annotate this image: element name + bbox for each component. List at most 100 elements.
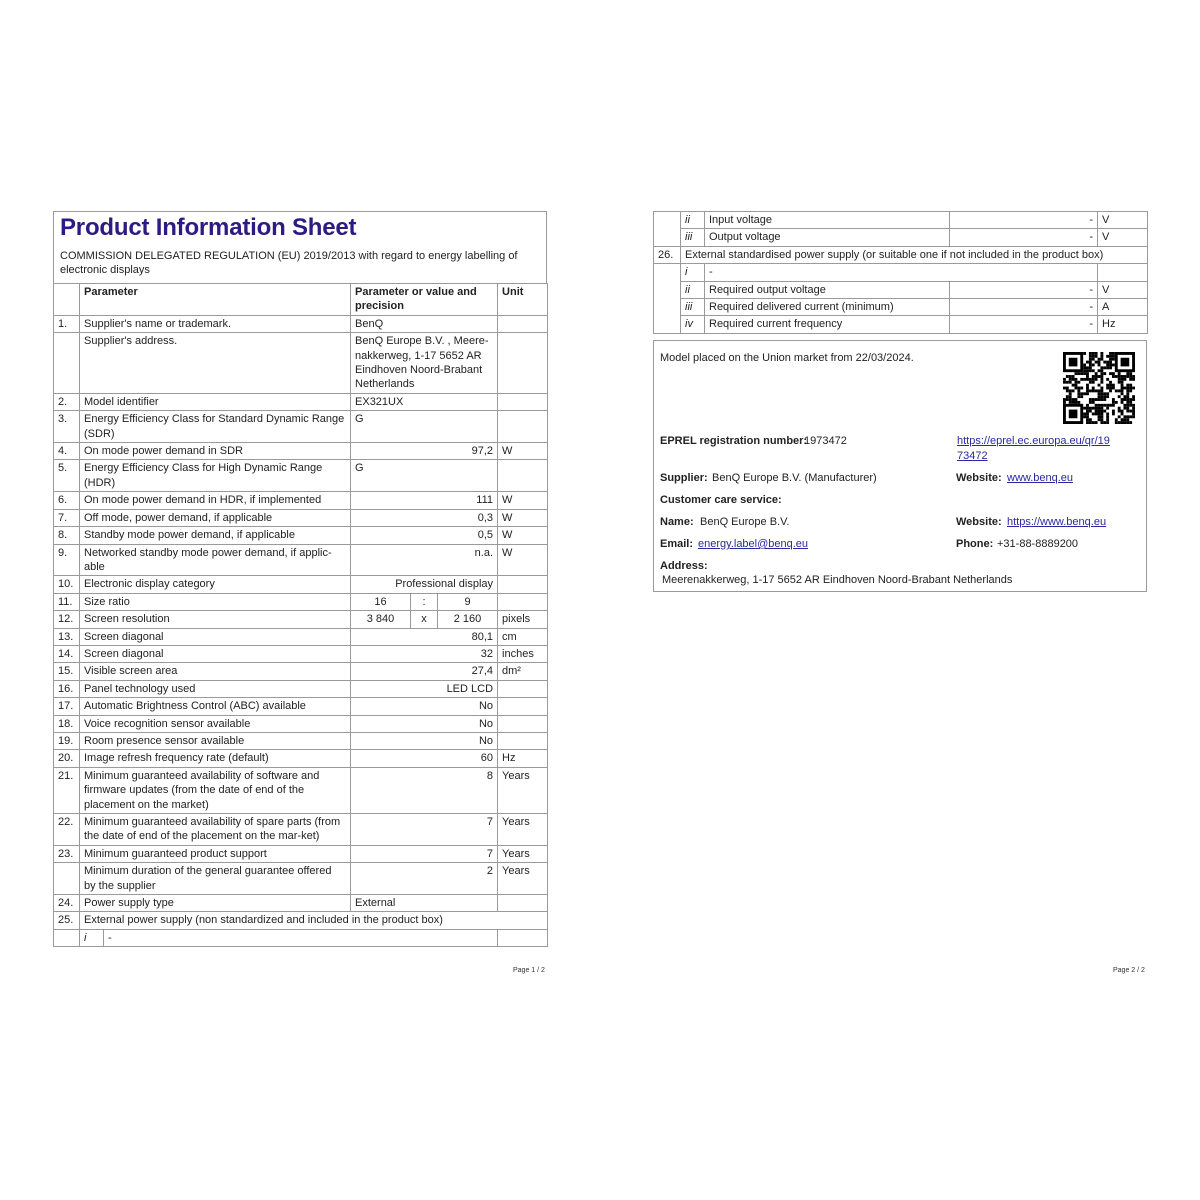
email-link[interactable]: energy.label@benq.eu xyxy=(698,538,809,550)
qr-module xyxy=(1103,421,1107,424)
row-value: 0,5 xyxy=(350,526,499,545)
qr-module xyxy=(1083,415,1087,419)
qr-module xyxy=(1071,398,1075,401)
qr-module xyxy=(1132,403,1135,407)
row-value: No xyxy=(350,697,499,716)
row-subindex: iii xyxy=(680,298,705,317)
qr-module xyxy=(1094,352,1098,355)
qr-module xyxy=(1083,412,1087,416)
qr-module xyxy=(1106,406,1110,410)
row-parameter: Output voltage xyxy=(704,228,950,247)
qr-module xyxy=(1120,386,1124,390)
qr-module xyxy=(1132,412,1135,416)
row-value: - xyxy=(704,263,1098,282)
qr-module xyxy=(1126,392,1130,396)
qr-module xyxy=(1086,412,1089,416)
row-value: 27,4 xyxy=(350,662,499,681)
row-number: 23. xyxy=(53,844,80,864)
row-section-title: External standardised power supply (or s… xyxy=(680,245,1148,265)
qr-module xyxy=(1106,383,1110,387)
qr-module xyxy=(1088,418,1092,422)
row-subindex: iv xyxy=(680,315,705,334)
qr-module xyxy=(1117,395,1121,399)
qr-module xyxy=(1117,372,1121,376)
row-number xyxy=(653,263,681,334)
qr-module xyxy=(1086,418,1089,422)
table-row: 2. Model identifier EX321UX xyxy=(53,392,549,412)
qr-module xyxy=(1086,383,1089,387)
qr-code-icon[interactable] xyxy=(1063,352,1135,424)
row-unit xyxy=(497,928,549,948)
table-row: 22. Minimum guaranteed availability of sp… xyxy=(53,813,549,846)
sheet-header: Product Information Sheet COMMISSION DEL… xyxy=(53,211,547,283)
row-unit: W xyxy=(497,543,549,577)
qr-module xyxy=(1132,386,1135,390)
qr-module xyxy=(1063,380,1066,384)
qr-module xyxy=(1129,400,1133,404)
qr-module xyxy=(1129,409,1133,413)
qr-module xyxy=(1100,372,1104,376)
row-value: BenQ Europe B.V. , Meere-nakkerweg, 1-17… xyxy=(350,332,499,394)
qr-module xyxy=(1120,421,1124,424)
cc-website-link[interactable]: https://www.benq.eu xyxy=(1007,516,1107,528)
qr-module xyxy=(1106,386,1110,390)
website-link[interactable]: www.benq.eu xyxy=(1007,472,1074,484)
qr-module xyxy=(1071,375,1075,378)
row-value: n.a. xyxy=(350,543,499,577)
row-value: - xyxy=(102,928,499,948)
qr-module xyxy=(1106,412,1110,416)
qr-module xyxy=(1065,386,1069,390)
table-row: 19. Room presence sensor available No xyxy=(53,731,549,751)
qr-module xyxy=(1132,398,1135,401)
row-number: 3. xyxy=(53,410,80,444)
qr-module xyxy=(1086,369,1089,373)
row-value-part: 2 160 xyxy=(437,610,499,629)
table-row: 14. Screen diagonal 32 inches xyxy=(53,644,549,664)
qr-module xyxy=(1100,386,1104,390)
row-number: 21. xyxy=(53,766,80,815)
row-number: 19. xyxy=(53,731,80,751)
row-number: 8. xyxy=(53,526,80,545)
table-row: 9. Networked standby mode power demand, i… xyxy=(53,543,549,577)
qr-module xyxy=(1109,372,1112,376)
qr-module xyxy=(1100,403,1104,407)
eprel-link-continued[interactable]: 73472 xyxy=(957,450,988,462)
row-number: 9. xyxy=(53,543,80,577)
qr-module xyxy=(1129,377,1133,381)
qr-module xyxy=(1126,372,1130,376)
table-row: 26. External standardised power supply (o… xyxy=(653,245,1148,265)
qr-module xyxy=(1065,389,1069,393)
qr-module xyxy=(1129,403,1133,407)
qr-module xyxy=(1109,383,1112,387)
qr-module xyxy=(1086,360,1089,364)
qr-module xyxy=(1129,389,1133,393)
row-number xyxy=(53,928,80,948)
row-value-part: 16 xyxy=(350,592,412,612)
qr-module xyxy=(1106,366,1110,370)
table-row: 15. Visible screen area 27,4 dm² xyxy=(53,662,549,681)
qr-module xyxy=(1109,386,1112,390)
name-label: Name: xyxy=(660,516,694,528)
qr-module xyxy=(1123,415,1127,419)
row-value: - xyxy=(949,210,1098,230)
qr-module xyxy=(1088,406,1092,410)
qr-module xyxy=(1077,386,1081,390)
phone-value: +31-88-8889200 xyxy=(997,538,1079,550)
row-parameter: Supplier's address. xyxy=(78,332,352,394)
row-section-title: External power supply (non standardized … xyxy=(78,911,549,930)
qr-module xyxy=(1088,360,1092,364)
qr-module xyxy=(1117,409,1121,413)
eprel-link[interactable]: https://eprel.ec.europa.eu/qr/19 xyxy=(957,435,1110,447)
table-row: 4. On mode power demand in SDR 97,2 W xyxy=(53,442,549,461)
qr-module xyxy=(1088,369,1092,373)
table-row: 17. Automatic Brightness Control (ABC) av… xyxy=(53,697,549,716)
qr-module xyxy=(1065,395,1069,399)
qr-module xyxy=(1091,398,1095,401)
qr-module xyxy=(1063,398,1066,401)
row-subindex: i xyxy=(79,928,104,948)
qr-module xyxy=(1111,409,1115,413)
row-value: 60 xyxy=(350,749,499,768)
qr-module xyxy=(1120,392,1124,396)
qr-module xyxy=(1080,377,1084,381)
qr-module xyxy=(1126,415,1130,419)
